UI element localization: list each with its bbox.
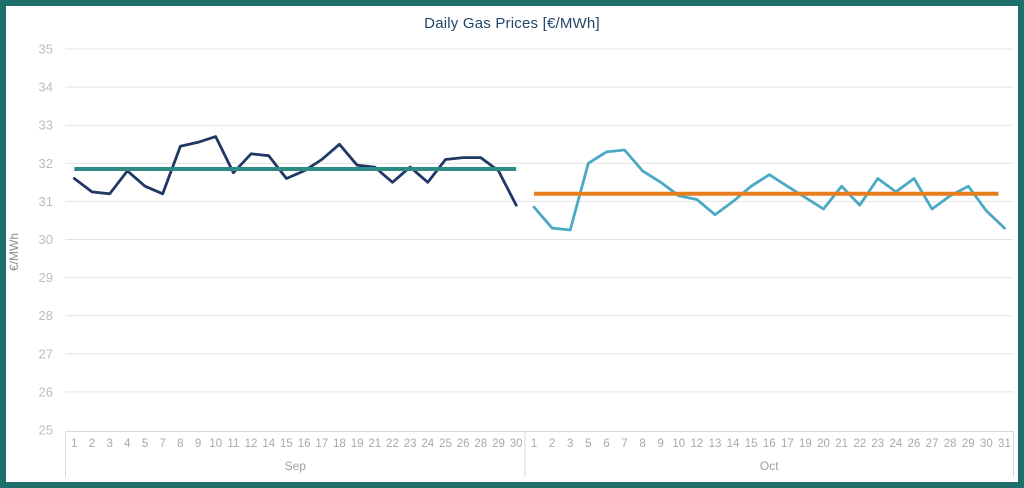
- day-tick-label: 26: [908, 438, 921, 450]
- y-tick-label-25: 25: [39, 423, 53, 438]
- day-tick-label: 3: [567, 438, 573, 450]
- y-tick-label-29: 29: [39, 270, 53, 285]
- day-tick-label: 18: [333, 438, 346, 450]
- day-tick-label: 21: [835, 438, 848, 450]
- series-line-oct: [532, 148, 1006, 232]
- day-tick-label: 23: [871, 438, 884, 450]
- day-tick-label: 20: [817, 438, 830, 450]
- day-tick-label: 8: [177, 438, 183, 450]
- day-tick-label: 29: [962, 438, 975, 450]
- day-tick-label: 13: [709, 438, 722, 450]
- day-tick-label: 2: [549, 438, 555, 450]
- day-tick-label: 4: [124, 438, 131, 450]
- day-tick-label: 11: [227, 438, 239, 450]
- day-tick-label: 22: [386, 438, 399, 450]
- series-line-sep: [72, 135, 518, 207]
- day-tick-label: 24: [421, 438, 434, 450]
- day-tick-label: 7: [159, 438, 165, 450]
- day-tick-label: 23: [404, 438, 417, 450]
- day-tick-label: 30: [980, 438, 993, 450]
- day-tick-label: 12: [245, 438, 258, 450]
- day-tick-label: 7: [621, 438, 627, 450]
- day-tick-label: 22: [853, 438, 866, 450]
- y-tick-label-34: 34: [39, 80, 53, 95]
- day-tick-label: 9: [195, 438, 201, 450]
- month-label-sep: Sep: [285, 459, 307, 473]
- y-tick-label-32: 32: [39, 156, 53, 171]
- day-tick-label: 10: [209, 438, 222, 450]
- day-tick-label: 3: [106, 438, 112, 450]
- y-tick-label-27: 27: [39, 346, 53, 361]
- day-tick-label: 15: [745, 438, 758, 450]
- month-label-oct: Oct: [760, 459, 779, 473]
- day-tick-label: 16: [763, 438, 776, 450]
- day-tick-label: 6: [603, 438, 609, 450]
- y-tick-label-28: 28: [39, 308, 53, 323]
- day-tick-label: 17: [781, 438, 794, 450]
- y-tick-label-31: 31: [39, 194, 53, 209]
- day-tick-label: 26: [457, 438, 470, 450]
- day-tick-label: 28: [474, 438, 487, 450]
- day-tick-label: 31: [998, 438, 1011, 450]
- day-tick-label: 2: [89, 438, 95, 450]
- day-tick-label: 19: [351, 438, 364, 450]
- day-tick-label: 17: [315, 438, 328, 450]
- day-tick-label: 30: [510, 438, 523, 450]
- y-tick-label-33: 33: [39, 118, 53, 133]
- day-tick-label: 16: [298, 438, 311, 450]
- y-tick-label-35: 35: [39, 42, 53, 57]
- chart-title: Daily Gas Prices [€/MWh]: [424, 15, 600, 32]
- y-tick-label-30: 30: [39, 232, 53, 247]
- y-tick-label-26: 26: [39, 384, 53, 399]
- day-tick-label: 9: [657, 438, 663, 450]
- day-tick-label: 21: [368, 438, 381, 450]
- day-tick-label: 14: [727, 438, 740, 450]
- day-tick-label: 12: [690, 438, 703, 450]
- day-tick-label: 19: [799, 438, 812, 450]
- day-tick-label: 15: [280, 438, 293, 450]
- day-tick-label: 28: [944, 438, 957, 450]
- day-tick-label: 27: [926, 438, 939, 450]
- day-tick-label: 5: [142, 438, 148, 450]
- day-tick-label: 14: [262, 438, 275, 450]
- day-tick-label: 24: [889, 438, 902, 450]
- day-tick-label: 1: [71, 438, 77, 450]
- day-tick-label: 8: [639, 438, 645, 450]
- day-tick-label: 10: [672, 438, 685, 450]
- day-tick-label: 29: [492, 438, 505, 450]
- day-tick-label: 1: [531, 438, 537, 450]
- day-tick-label: 5: [585, 438, 591, 450]
- day-tick-label: 25: [439, 438, 452, 450]
